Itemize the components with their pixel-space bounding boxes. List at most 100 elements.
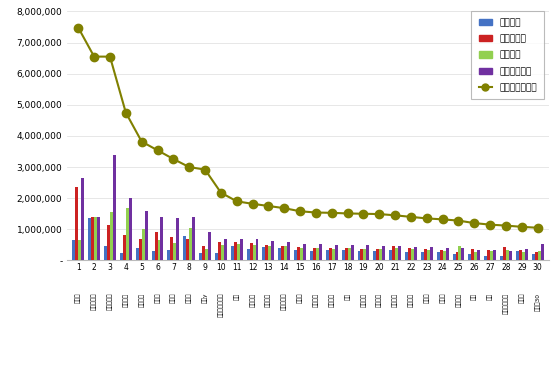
Text: 프로미스나인: 프로미스나인 (503, 293, 509, 314)
Text: 나가y: 나가y (202, 293, 208, 303)
Bar (361, 249, 363, 260)
Bar (405, 252, 408, 260)
Bar (516, 251, 519, 260)
Text: 에스파: 에스파 (155, 293, 160, 303)
Bar (474, 252, 477, 260)
Text: 장의영: 장의영 (424, 293, 430, 303)
Bar (376, 249, 379, 260)
Text: 블랙핑크: 블랙핑크 (123, 293, 129, 307)
Bar (310, 251, 313, 260)
Text: 이찬원: 이찬원 (186, 293, 192, 303)
Bar (379, 249, 382, 260)
Bar (297, 247, 300, 260)
Bar (272, 241, 274, 260)
Bar (519, 250, 522, 260)
Bar (253, 245, 255, 260)
Bar (284, 246, 287, 260)
Bar (329, 248, 332, 260)
Bar (389, 250, 392, 260)
Bar (91, 218, 94, 260)
Bar (113, 155, 116, 260)
Bar (205, 249, 208, 260)
Bar (192, 218, 195, 260)
Text: 유희: 유희 (345, 293, 351, 300)
Bar (142, 229, 144, 260)
Bar (374, 251, 376, 260)
Text: 임영웅: 임영웅 (76, 293, 81, 303)
Bar (357, 251, 361, 260)
Bar (477, 250, 480, 260)
Bar (319, 244, 322, 260)
Text: 임영웅영웅: 임영웅영웅 (91, 293, 97, 310)
Text: 소녀시대이효리: 소녀시대이효리 (218, 293, 223, 317)
Text: 이연준영: 이연준영 (361, 293, 366, 307)
Bar (437, 252, 440, 260)
Bar (525, 249, 528, 260)
Bar (237, 244, 240, 260)
Bar (110, 212, 113, 260)
Text: 송하예리: 송하예리 (265, 293, 271, 307)
Bar (326, 250, 329, 260)
Text: 방탄소년단: 방탄소년단 (107, 293, 113, 310)
Bar (202, 246, 205, 260)
Text: 린블루스타: 린블루스타 (282, 293, 287, 310)
Bar (208, 232, 211, 260)
Bar (144, 211, 148, 260)
Bar (500, 256, 503, 260)
Bar (468, 254, 472, 260)
Bar (461, 248, 464, 260)
Bar (348, 248, 351, 260)
Bar (535, 252, 538, 260)
Bar (452, 254, 455, 260)
Bar (442, 251, 446, 260)
Bar (294, 250, 297, 260)
Legend: 참여지수, 미디어지수, 소통지수, 커뮤니티지수, 브랜드평판지수: 참여지수, 미디어지수, 소통지수, 커뮤니티지수, 브랜드평판지수 (472, 11, 544, 99)
Bar (199, 253, 202, 260)
Bar (335, 245, 338, 260)
Bar (424, 249, 427, 260)
Bar (189, 228, 192, 260)
Text: 마마무인: 마마무인 (250, 293, 255, 307)
Bar (408, 248, 411, 260)
Bar (455, 252, 459, 260)
Bar (490, 251, 493, 260)
Text: 레디볼링: 레디볼링 (456, 293, 461, 307)
Bar (503, 247, 506, 260)
Text: 샤이니: 샤이니 (171, 293, 176, 303)
Bar (411, 249, 414, 260)
Bar (395, 248, 398, 260)
Text: 라이건: 라이건 (440, 293, 445, 303)
Bar (221, 245, 224, 260)
Text: 투유스: 투유스 (297, 293, 303, 303)
Bar (231, 246, 234, 260)
Text: 트와이스: 트와이스 (393, 293, 398, 307)
Bar (509, 251, 512, 260)
Bar (263, 247, 265, 260)
Text: 성시경: 성시경 (519, 293, 525, 303)
Bar (136, 248, 139, 260)
Bar (303, 244, 306, 260)
Bar (281, 246, 284, 260)
Bar (176, 218, 179, 260)
Bar (234, 242, 237, 260)
Bar (268, 246, 272, 260)
Bar (382, 246, 385, 260)
Bar (139, 239, 142, 260)
Bar (421, 252, 424, 260)
Bar (459, 246, 461, 260)
Bar (344, 248, 348, 260)
Bar (78, 240, 81, 260)
Bar (120, 253, 123, 260)
Bar (316, 248, 319, 260)
Bar (440, 250, 442, 260)
Bar (97, 217, 100, 260)
Bar (75, 187, 78, 260)
Bar (104, 246, 107, 260)
Bar (265, 245, 268, 260)
Bar (351, 245, 353, 260)
Bar (430, 247, 433, 260)
Bar (278, 248, 281, 260)
Bar (94, 218, 97, 260)
Bar (215, 253, 218, 260)
Text: 정하유보: 정하유보 (408, 293, 414, 307)
